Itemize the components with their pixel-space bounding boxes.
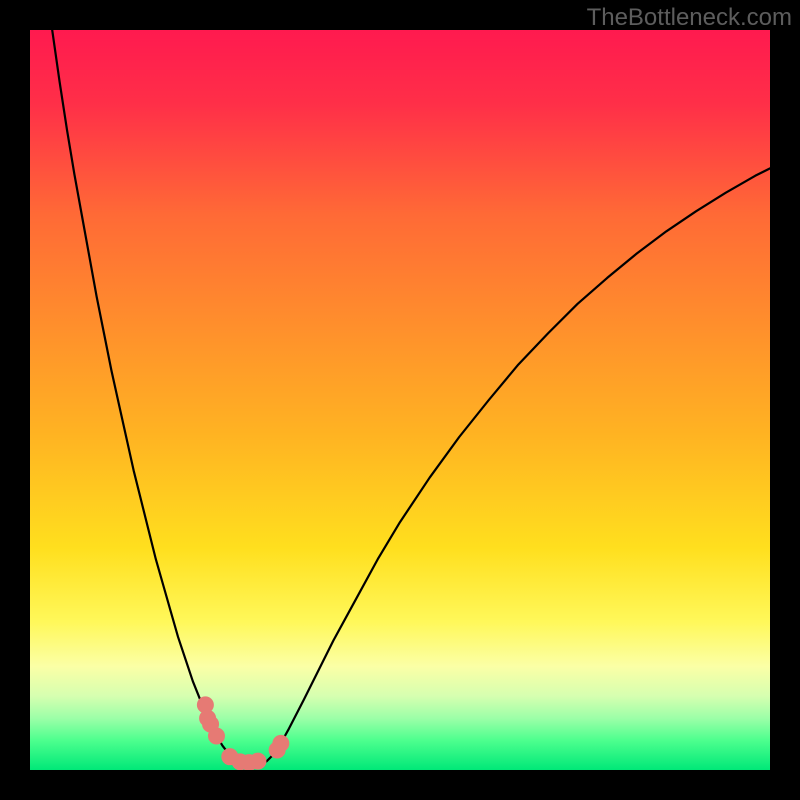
sample-marker	[208, 728, 224, 744]
sample-marker	[250, 753, 266, 769]
plot-area	[30, 30, 770, 770]
frame-left	[0, 0, 30, 800]
sample-markers	[197, 697, 288, 770]
sample-marker	[273, 735, 289, 751]
frame-right	[770, 0, 800, 800]
bottleneck-curve	[52, 30, 770, 766]
watermark-text: TheBottleneck.com	[587, 4, 792, 32]
chart-svg	[30, 30, 770, 770]
chart-root: TheBottleneck.com	[0, 0, 800, 800]
frame-bottom	[0, 770, 800, 800]
